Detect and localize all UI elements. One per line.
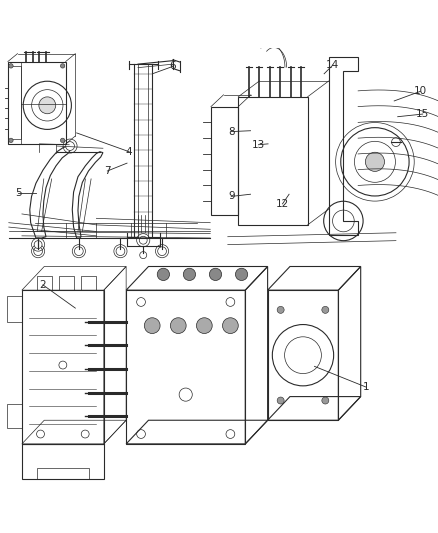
Circle shape — [196, 318, 212, 334]
Circle shape — [66, 142, 74, 150]
Bar — [8, 61, 66, 144]
Circle shape — [277, 306, 284, 313]
Circle shape — [236, 268, 248, 280]
Text: 2: 2 — [39, 280, 46, 290]
Text: 1: 1 — [362, 382, 369, 392]
Circle shape — [209, 268, 222, 280]
Text: 7: 7 — [104, 166, 111, 176]
Circle shape — [365, 152, 385, 172]
Circle shape — [9, 64, 13, 68]
Circle shape — [322, 306, 329, 313]
Text: 9: 9 — [228, 191, 235, 201]
Circle shape — [34, 241, 42, 248]
Circle shape — [140, 252, 147, 259]
Circle shape — [139, 236, 147, 244]
Text: 8: 8 — [228, 127, 235, 136]
Circle shape — [34, 247, 42, 255]
Text: 4: 4 — [126, 147, 133, 157]
Circle shape — [9, 138, 13, 142]
Circle shape — [322, 397, 329, 404]
Circle shape — [74, 247, 83, 255]
Circle shape — [116, 247, 125, 255]
Circle shape — [60, 64, 65, 68]
Circle shape — [157, 268, 170, 280]
Text: 6: 6 — [170, 61, 177, 71]
Circle shape — [223, 318, 238, 334]
Text: 10: 10 — [414, 86, 427, 96]
Circle shape — [60, 138, 65, 142]
Circle shape — [183, 268, 195, 280]
Circle shape — [170, 318, 186, 334]
Text: 5: 5 — [15, 188, 22, 198]
Circle shape — [158, 247, 166, 255]
Bar — [8, 66, 21, 140]
Text: 13: 13 — [252, 140, 265, 150]
Circle shape — [277, 397, 284, 404]
Text: 12: 12 — [276, 199, 289, 209]
Text: 14: 14 — [326, 60, 339, 70]
Text: 15: 15 — [416, 109, 429, 119]
Circle shape — [39, 97, 56, 114]
Circle shape — [144, 318, 160, 334]
Circle shape — [392, 138, 400, 147]
